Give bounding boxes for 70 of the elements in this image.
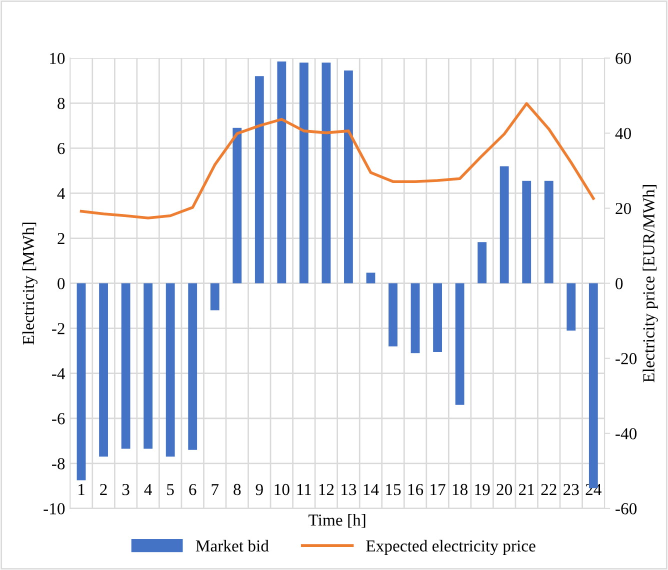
bar [544, 180, 554, 284]
bar [121, 283, 130, 449]
bar [322, 62, 331, 284]
bar [76, 283, 86, 480]
bar [522, 180, 532, 284]
bar [478, 242, 487, 284]
x-tick-label: 21 [519, 484, 534, 496]
y-tick-label: 10 [50, 52, 65, 64]
y-axis-title: Electricity [MWh] [22, 222, 38, 345]
line-series [80, 102, 595, 220]
y-tick-label: -6 [52, 413, 65, 424]
x-tick-label: 11 [297, 484, 311, 496]
x-tick-label: 9 [256, 484, 263, 496]
x-tick-label: 2 [100, 484, 107, 496]
y2-tick-label: 20 [616, 202, 631, 214]
y-tick-label: -2 [52, 323, 64, 334]
y2-axis-title: Electricity price [EUR/MWh] [642, 185, 658, 382]
x-tick-label: 17 [430, 484, 446, 496]
bar [99, 283, 108, 457]
y2-tick-label: 0 [616, 278, 623, 290]
bar [144, 283, 153, 449]
y2-tick-label: -60 [616, 503, 637, 514]
x-tick-label: 14 [364, 484, 379, 496]
x-tick-label: 6 [189, 484, 196, 496]
bar [188, 283, 198, 450]
x-tick-label: 18 [452, 484, 468, 496]
bar [210, 283, 220, 310]
bar [366, 272, 376, 284]
bar [566, 283, 576, 331]
x-tick-label: 5 [167, 484, 174, 496]
y2-tick-label: 40 [615, 128, 631, 140]
x-tick-label: 22 [541, 484, 556, 496]
x-tick-label: 19 [475, 484, 490, 496]
y-tick-label: -4 [52, 368, 66, 380]
x-tick-label: 10 [274, 484, 290, 496]
x-tick-label: 20 [496, 484, 512, 496]
y2-tick-label: -40 [616, 428, 637, 440]
legend-label: Market bid [196, 540, 269, 552]
x-tick-label: 1 [78, 484, 84, 496]
y2-tick-label: -20 [616, 353, 637, 364]
y2-tick-label: 60 [616, 52, 631, 64]
x-tick-label: 15 [386, 484, 401, 496]
bar [299, 62, 308, 284]
bar [232, 128, 242, 284]
x-tick-label: 7 [212, 484, 219, 496]
y-tick-label: 8 [58, 98, 65, 110]
y-tick-label: -10 [44, 503, 65, 514]
bar [254, 76, 264, 284]
x-tick-label: 8 [234, 484, 241, 496]
x-tick-label: 13 [342, 484, 356, 496]
y-tick-label: 6 [58, 142, 65, 154]
x-axis-title: Time [h] [308, 514, 366, 528]
y-tick-label: 2 [58, 233, 64, 244]
bar [433, 283, 442, 352]
x-tick-label: 23 [564, 484, 579, 496]
bar [455, 283, 464, 405]
x-tick-label: 3 [122, 484, 130, 496]
x-tick-label: 16 [408, 484, 424, 496]
bar [388, 283, 398, 346]
x-tick-label: 12 [319, 484, 334, 496]
bar [410, 283, 420, 354]
bar [166, 283, 175, 457]
x-tick-label: 4 [144, 484, 152, 496]
bar [277, 62, 286, 284]
bar [344, 70, 353, 284]
y-tick-label: 4 [57, 188, 66, 200]
y-tick-label: 0 [58, 278, 65, 290]
y-tick-label: -8 [52, 458, 65, 470]
bar [500, 166, 509, 284]
legend-label: Expected electricity price [366, 540, 536, 555]
